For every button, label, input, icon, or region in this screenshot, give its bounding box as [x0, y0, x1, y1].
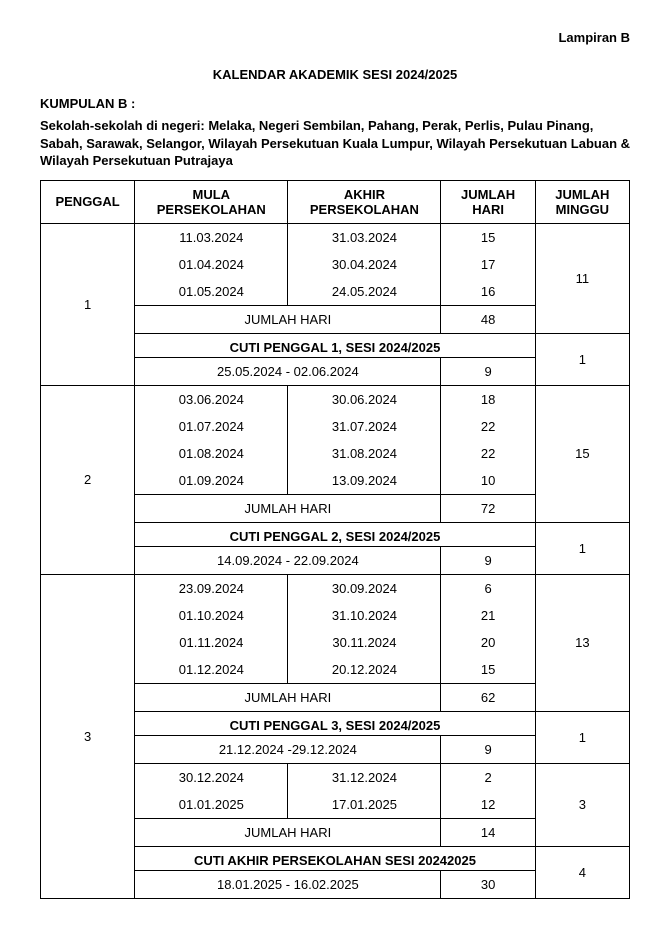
total-days-1: 48 [441, 305, 535, 333]
break-3-title: CUTI PENGGAL 3, SESI 2024/2025 [135, 711, 535, 735]
cell: 01.12.2024 [135, 656, 288, 684]
final-break-weeks: 4 [535, 846, 629, 898]
weeks-3b: 3 [535, 763, 629, 846]
break-2-days: 9 [441, 546, 535, 574]
break-2-weeks: 1 [535, 522, 629, 574]
break-2-title: CUTI PENGGAL 2, SESI 2024/2025 [135, 522, 535, 546]
cell: 01.09.2024 [135, 467, 288, 495]
group-label: KUMPULAN B : [40, 96, 630, 111]
total-days-3b: 14 [441, 818, 535, 846]
col-days: JUMLAH HARI [441, 180, 535, 223]
final-break-range: 18.01.2025 - 16.02.2025 [135, 870, 441, 898]
cell: 01.04.2024 [135, 251, 288, 278]
cell: 15 [441, 223, 535, 251]
cell: 18 [441, 385, 535, 413]
final-break-days: 30 [441, 870, 535, 898]
col-start: MULA PERSEKOLAHAN [135, 180, 288, 223]
cell: 01.08.2024 [135, 440, 288, 467]
break-1-days: 9 [441, 357, 535, 385]
weeks-2: 15 [535, 385, 629, 522]
col-weeks: JUMLAH MINGGU [535, 180, 629, 223]
cell: 01.01.2025 [135, 791, 288, 819]
term-1: 1 [41, 223, 135, 385]
break-1-weeks: 1 [535, 333, 629, 385]
col-end: AKHIR PERSEKOLAHAN [288, 180, 441, 223]
cell: 22 [441, 440, 535, 467]
term-3: 3 [41, 574, 135, 898]
cell: 01.05.2024 [135, 278, 288, 306]
cell: 23.09.2024 [135, 574, 288, 602]
cell: 30.04.2024 [288, 251, 441, 278]
break-1-title: CUTI PENGGAL 1, SESI 2024/2025 [135, 333, 535, 357]
break-3-weeks: 1 [535, 711, 629, 763]
cell: 15 [441, 656, 535, 684]
attachment-label: Lampiran B [40, 30, 630, 45]
cell: 17.01.2025 [288, 791, 441, 819]
page-title: KALENDAR AKADEMIK SESI 2024/2025 [40, 67, 630, 82]
total-days-label: JUMLAH HARI [135, 305, 441, 333]
total-days-label: JUMLAH HARI [135, 683, 441, 711]
cell: 30.09.2024 [288, 574, 441, 602]
break-3-days: 9 [441, 735, 535, 763]
break-2-range: 14.09.2024 - 22.09.2024 [135, 546, 441, 574]
cell: 31.12.2024 [288, 763, 441, 791]
cell: 31.10.2024 [288, 602, 441, 629]
cell: 24.05.2024 [288, 278, 441, 306]
cell: 30.06.2024 [288, 385, 441, 413]
cell: 20 [441, 629, 535, 656]
calendar-table: PENGGAL MULA PERSEKOLAHAN AKHIR PERSEKOL… [40, 180, 630, 899]
cell: 31.03.2024 [288, 223, 441, 251]
cell: 12 [441, 791, 535, 819]
cell: 01.11.2024 [135, 629, 288, 656]
cell: 16 [441, 278, 535, 306]
cell: 21 [441, 602, 535, 629]
term-2: 2 [41, 385, 135, 574]
final-break-title: CUTI AKHIR PERSEKOLAHAN SESI 20242025 [135, 846, 535, 870]
cell: 6 [441, 574, 535, 602]
weeks-1: 11 [535, 223, 629, 333]
break-1-range: 25.05.2024 - 02.06.2024 [135, 357, 441, 385]
total-days-3a: 62 [441, 683, 535, 711]
cell: 22 [441, 413, 535, 440]
cell: 2 [441, 763, 535, 791]
group-description: Sekolah-sekolah di negeri: Melaka, Neger… [40, 117, 630, 170]
cell: 31.07.2024 [288, 413, 441, 440]
total-days-label: JUMLAH HARI [135, 818, 441, 846]
col-term: PENGGAL [41, 180, 135, 223]
cell: 31.08.2024 [288, 440, 441, 467]
cell: 17 [441, 251, 535, 278]
cell: 20.12.2024 [288, 656, 441, 684]
cell: 13.09.2024 [288, 467, 441, 495]
break-3-range: 21.12.2024 -29.12.2024 [135, 735, 441, 763]
cell: 03.06.2024 [135, 385, 288, 413]
cell: 10 [441, 467, 535, 495]
cell: 01.10.2024 [135, 602, 288, 629]
total-days-2: 72 [441, 494, 535, 522]
cell: 30.12.2024 [135, 763, 288, 791]
cell: 30.11.2024 [288, 629, 441, 656]
cell: 01.07.2024 [135, 413, 288, 440]
total-days-label: JUMLAH HARI [135, 494, 441, 522]
cell: 11.03.2024 [135, 223, 288, 251]
weeks-3a: 13 [535, 574, 629, 711]
